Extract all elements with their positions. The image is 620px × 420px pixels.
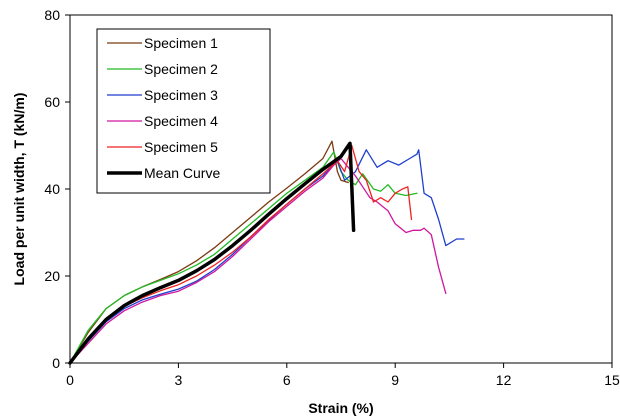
legend-label: Mean Curve (144, 165, 220, 181)
series-line-5 (69, 144, 413, 364)
legend-label: Specimen 5 (144, 139, 218, 155)
x-tick-label: 0 (66, 372, 74, 388)
legend-label: Specimen 1 (144, 35, 218, 51)
legend: Specimen 1 Specimen 2 Specimen 3 Specimen 4… (96, 28, 271, 194)
y-tick-label: 20 (44, 268, 60, 284)
y-tick-label: 60 (44, 94, 60, 110)
axes-layer: 0 3 6 9 12 15 0 20 40 60 80 (44, 7, 620, 388)
x-tick-label: 15 (604, 372, 620, 388)
x-axis-title: Strain (%) (308, 400, 373, 416)
series-line-2 (69, 151, 418, 364)
series-line-4 (69, 157, 447, 364)
x-tick-label: 6 (283, 372, 291, 388)
x-tick-label: 3 (175, 372, 183, 388)
series-line-6 (68, 141, 356, 365)
legend-label: Specimen 3 (144, 87, 218, 103)
x-tick-label: 9 (391, 372, 399, 388)
legend-label: Specimen 4 (144, 113, 218, 129)
y-tick-label: 0 (52, 355, 60, 371)
y-axis-title: Load per unit width, T (kN/m) (11, 93, 27, 286)
y-tick-label: 80 (44, 7, 60, 23)
legend-label: Specimen 2 (144, 61, 218, 77)
series-layer (68, 140, 465, 365)
legend-box (96, 28, 271, 194)
y-tick-label: 40 (44, 181, 60, 197)
x-tick-label: 12 (496, 372, 512, 388)
